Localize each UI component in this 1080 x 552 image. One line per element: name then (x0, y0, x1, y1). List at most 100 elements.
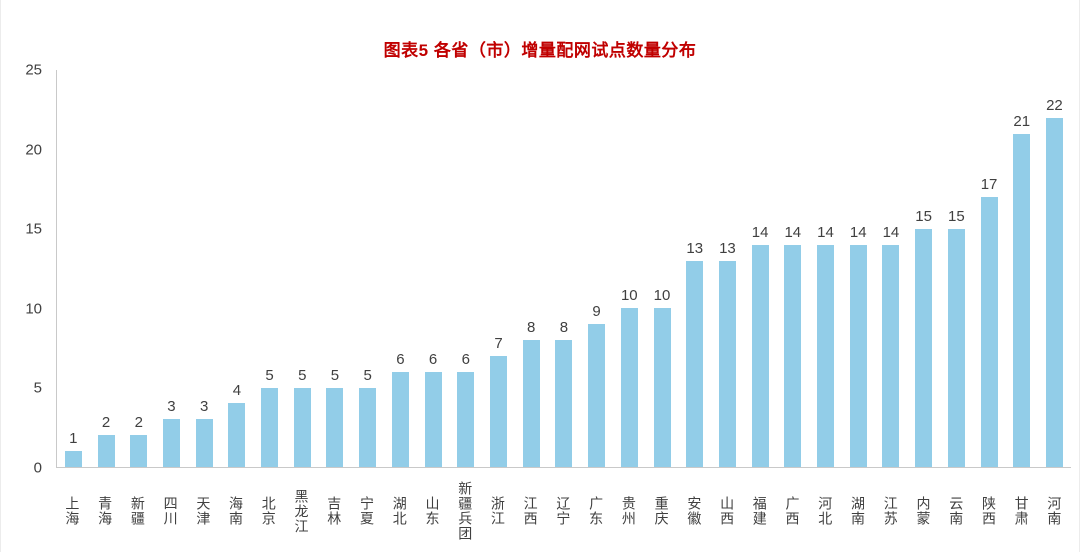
bar (588, 324, 606, 467)
bar-value-label: 10 (620, 287, 638, 305)
bar (64, 451, 82, 467)
bar (489, 355, 507, 467)
bar (130, 435, 148, 467)
x-axis-category-label: 广西 (784, 496, 801, 526)
bar-column: 14 (744, 70, 777, 467)
x-axis-category-label: 广东 (588, 496, 605, 526)
chart-title: 图表5 各省（市）增量配网试点数量分布 (383, 41, 697, 60)
bar-column: 2 (90, 70, 123, 467)
bar-column: 13 (678, 70, 711, 467)
bar-value-label: 7 (494, 334, 503, 352)
bar-column: 4 (221, 70, 254, 467)
bar-column: 14 (809, 70, 842, 467)
bar (817, 244, 835, 467)
bar (555, 339, 573, 467)
bar-value-label: 14 (751, 223, 769, 241)
bar-value-label: 8 (559, 318, 569, 336)
bar (947, 228, 965, 467)
bar-column: 5 (253, 70, 286, 467)
bar (751, 244, 769, 467)
y-axis-tick-label: 25 (25, 61, 42, 79)
bar-column: 9 (580, 70, 613, 467)
x-axis-category-label: 北京 (260, 496, 277, 526)
bar-value-label: 6 (428, 350, 438, 368)
bar-value-label: 2 (101, 414, 111, 432)
bar-column: 22 (1038, 70, 1071, 467)
y-axis: 0 5 10 15 20 25 (1, 63, 56, 476)
bar-column: 13 (711, 70, 744, 467)
bar-value-label: 1 (69, 430, 78, 448)
x-axis-category-label: 宁夏 (358, 496, 375, 526)
x-axis-category-label: 浙江 (489, 496, 506, 526)
bar (1013, 133, 1031, 467)
bar-column: 5 (351, 70, 384, 467)
bar-value-label: 15 (915, 207, 932, 225)
bar-column: 5 (319, 70, 352, 467)
x-axis-category-label: 内蒙 (915, 496, 932, 526)
bar (784, 244, 802, 467)
bar-column: 1 (57, 70, 90, 467)
bar-value-label: 13 (686, 239, 704, 257)
x-axis-category-label: 青海 (97, 496, 114, 526)
x-axis-category-label: 甘肃 (1013, 496, 1030, 526)
bar (391, 371, 409, 467)
x-axis-category-label: 四川 (162, 496, 179, 526)
bar-column: 6 (384, 70, 417, 467)
bar-value-label: 17 (980, 176, 998, 194)
bar-column: 10 (613, 70, 646, 467)
x-axis-category-label: 山东 (424, 496, 441, 526)
x-axis-category-label: 新疆 (129, 496, 146, 526)
x-axis-category-label: 天津 (195, 496, 212, 526)
x-axis-category-label: 新疆兵团 (457, 481, 474, 541)
bar-column: 8 (515, 70, 548, 467)
bar (522, 339, 540, 467)
bar (653, 308, 671, 467)
bar-column: 15 (907, 70, 940, 467)
y-axis-tick-label: 0 (33, 459, 42, 477)
x-axis-category-label: 陕西 (980, 496, 997, 526)
bar-value-label: 3 (167, 398, 176, 416)
bar-value-label: 15 (947, 207, 965, 225)
bar-column: 21 (1005, 70, 1038, 467)
bar-value-label: 3 (199, 398, 209, 416)
bar-value-label: 14 (817, 223, 834, 241)
bar (849, 244, 867, 467)
y-axis-tick-label: 20 (25, 141, 42, 159)
x-axis-category-label: 湖南 (850, 496, 866, 526)
bar (162, 419, 180, 467)
x-axis-category-label: 海南 (228, 496, 245, 526)
bar (97, 435, 115, 467)
bar (424, 371, 442, 467)
bar-column: 5 (286, 70, 319, 467)
x-axis-category-label: 福建 (751, 496, 768, 526)
bar-column: 3 (188, 70, 221, 467)
bar-column: 10 (646, 70, 679, 467)
bar (326, 387, 344, 467)
bar-value-label: 22 (1046, 96, 1063, 114)
bar (686, 260, 704, 467)
bar (718, 260, 736, 467)
bar-value-label: 5 (363, 366, 372, 384)
x-axis-category-label: 云南 (948, 496, 965, 526)
bars-group: 1 2 2 3 3 4 5 5 5 5 6 6 6 7 8 8 9 10 10 13 13 14 14 14 14 14 15 15 1… (57, 70, 1071, 467)
x-axis-category-label: 贵州 (620, 496, 637, 526)
bar-column: 7 (482, 70, 515, 467)
x-axis-category-label: 湖北 (391, 496, 408, 526)
bar-value-label: 13 (719, 239, 736, 257)
bar-value-label: 4 (232, 382, 242, 400)
bar-value-label: 5 (298, 366, 307, 384)
bar-column: 14 (842, 70, 875, 467)
x-axis-category-label: 江西 (522, 496, 539, 526)
x-axis-category-label: 黑龙江 (293, 488, 310, 534)
bar (620, 308, 638, 467)
bar (293, 387, 311, 467)
bar (915, 228, 933, 467)
y-axis-tick-label: 5 (33, 379, 42, 397)
bar-value-label: 10 (653, 287, 671, 305)
bar-value-label: 14 (784, 223, 802, 241)
x-axis-category-label: 安徽 (686, 496, 703, 526)
x-axis-category-label: 山西 (719, 496, 736, 526)
bar-column: 3 (155, 70, 188, 467)
bar-value-label: 5 (265, 366, 274, 384)
